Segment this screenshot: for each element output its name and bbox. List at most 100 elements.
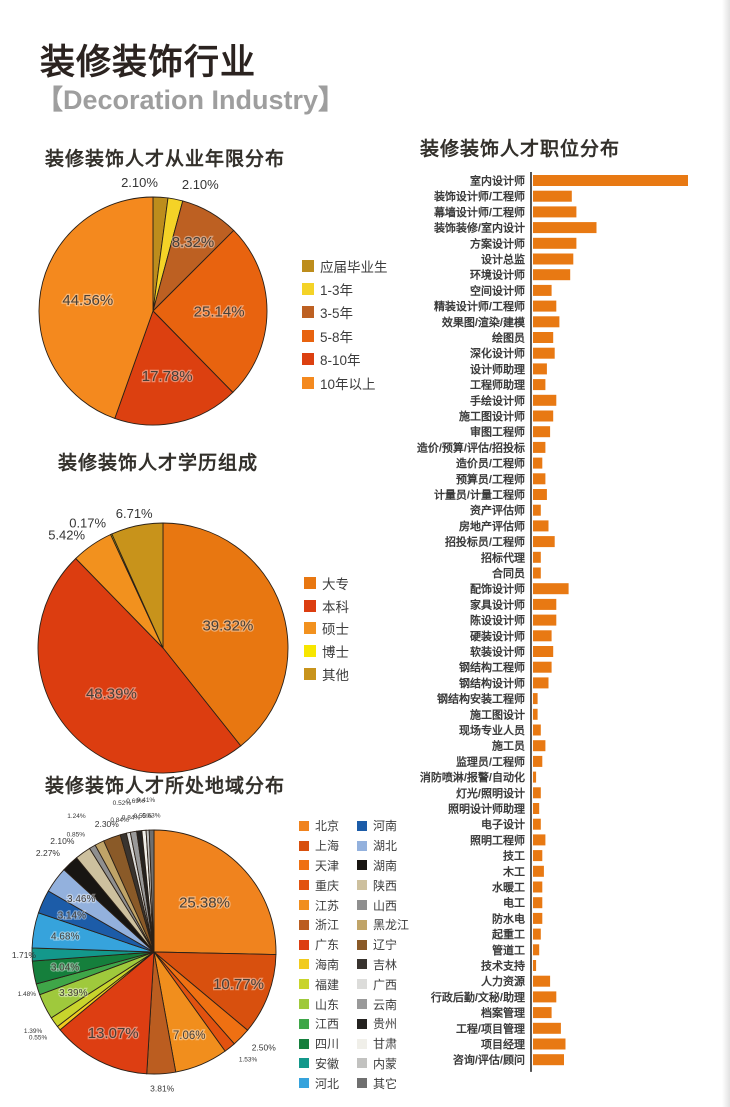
- legend-label: 贵州: [373, 1017, 398, 1032]
- pie-label-1-3年: 2.10%: [182, 177, 219, 192]
- bar-合同员: [533, 567, 541, 579]
- pie-slice-其它: [148, 829, 155, 953]
- page-edge-shadow: [722, 0, 730, 1107]
- legend-swatch: [357, 860, 367, 871]
- pie-label-本科: 48.39%: [86, 686, 137, 703]
- legend-label: 博士: [322, 645, 349, 661]
- pie-label-其他: 6.71%: [116, 506, 153, 521]
- legend-label: 硕士: [322, 622, 349, 638]
- pie-region-chart: 25.38% 10.77% 2.50% 1.53% 7.06% 3.81% 13.07% 0.…: [12, 797, 277, 1093]
- legend-swatch: [357, 820, 367, 831]
- bar-技工: [533, 850, 543, 862]
- bar-category-label-工程/项目管理: 工程/项目管理: [456, 1021, 525, 1035]
- bar-category-label-钢结构工程师: 钢结构工程师: [459, 660, 525, 674]
- bar-category-label-审图工程师: 审图工程师: [470, 425, 525, 439]
- bar-木工: [533, 865, 544, 877]
- legend-swatch: [299, 999, 309, 1010]
- bar-category-label-监理员/工程师: 监理员/工程师: [456, 754, 525, 768]
- legend-label: 上海: [315, 839, 340, 854]
- legend-swatch: [299, 880, 309, 891]
- legend-swatch: [302, 283, 314, 296]
- legend-item-湖南: 湖南: [357, 856, 433, 876]
- bar-category-label-技术支持: 技术支持: [481, 959, 525, 973]
- bar-绘图员: [533, 332, 554, 343]
- bar-室内设计师: [533, 175, 688, 186]
- pie-label-吉林: 0.84%: [110, 817, 129, 824]
- legend-swatch: [304, 622, 316, 635]
- legend-item-贵州: 贵州: [357, 1014, 433, 1034]
- pie-label-广东: 13.07%: [88, 1025, 139, 1042]
- bar-招投标员/工程师: [533, 536, 555, 548]
- legend-item-黑龙江: 黑龙江: [357, 915, 433, 935]
- pie-label-河南: 3.14%: [58, 910, 86, 921]
- bar-category-label-工程师助理: 工程师助理: [470, 378, 525, 392]
- legend-label: 其它: [373, 1076, 398, 1091]
- bar-手绘设计师: [533, 394, 557, 406]
- legend-label: 10年以上: [320, 376, 376, 392]
- legend-swatch: [357, 959, 367, 970]
- legend-swatch: [304, 667, 316, 680]
- legend-label: 黑龙江: [373, 918, 410, 933]
- pie-experience-legend: 应届毕业生 1-3年 3-5年 5-8年 8-10年 10年以上: [302, 254, 388, 394]
- legend-item-5-8年: 5-8年: [302, 324, 388, 347]
- legend-label: 辽宁: [373, 938, 398, 953]
- bar-category-label-灯光/照明设计: 灯光/照明设计: [456, 786, 525, 800]
- bar-category-label-招投标员/工程师: 招投标员/工程师: [445, 535, 525, 549]
- bar-category-label-咨询/评估/顾问: 咨询/评估/顾问: [453, 1053, 525, 1067]
- legend-swatch: [304, 577, 316, 590]
- bar-施工员: [533, 740, 546, 752]
- legend-item-应届毕业生: 应届毕业生: [302, 254, 388, 277]
- pie-label-湖北: 3.46%: [67, 894, 95, 905]
- pie-label-浙江: 3.81%: [150, 1083, 175, 1093]
- bar-category-label-精装设计师/工程师: 精装设计师/工程师: [434, 299, 525, 313]
- bar-category-label-消防喷淋/报警/自动化: 消防喷淋/报警/自动化: [420, 770, 525, 784]
- legend-swatch: [299, 939, 309, 950]
- legend-item-甘肃: 甘肃: [357, 1034, 433, 1054]
- legend-label: 广东: [315, 938, 340, 953]
- legend-item-河南: 河南: [357, 816, 433, 836]
- bar-精装设计师/工程师: [533, 300, 557, 312]
- bar-category-label-档案管理: 档案管理: [481, 1006, 525, 1020]
- bar-幕墙设计师/工程师: [533, 206, 577, 218]
- legend-item-四川: 四川: [299, 1034, 357, 1054]
- legend-swatch: [304, 645, 316, 658]
- bar-人力资源: [533, 975, 551, 987]
- page-subtitle: 【Decoration Industry】: [36, 85, 346, 115]
- pie-slice-5-8年: [152, 229, 268, 394]
- bar-category-label-室内设计师: 室内设计师: [470, 174, 525, 188]
- legend-label: 北京: [315, 819, 340, 834]
- pie-label-安徽: 1.71%: [12, 950, 37, 960]
- bar-category-label-硬装设计师: 硬装设计师: [470, 629, 525, 643]
- pie-slice-8-10年: [114, 310, 234, 426]
- legend-item-福建: 福建: [299, 974, 357, 994]
- pie-label-海南: 0.55%: [29, 1035, 48, 1042]
- bar-资产评估师: [533, 504, 541, 516]
- bar-category-label-计量员/计量工程师: 计量员/计量工程师: [434, 488, 525, 502]
- bar-环境设计师: [533, 269, 571, 281]
- bar-造价员/工程师: [533, 457, 543, 469]
- bar-positions-title: 装修装饰人才职位分布: [420, 139, 621, 160]
- bar-category-label-绘图员: 绘图员: [492, 331, 525, 345]
- bar-防水电: [533, 912, 543, 924]
- bar-效果图/渲染/建模: [533, 316, 560, 328]
- pie-label-河北: 4.68%: [51, 931, 79, 942]
- pie-label-贵州: 0.69%: [126, 798, 145, 805]
- legend-swatch: [299, 959, 309, 970]
- bar-category-label-房地产评估师: 房地产评估师: [459, 519, 525, 533]
- bar-category-label-施工员: 施工员: [492, 739, 525, 753]
- bar-category-label-照明设计师助理: 照明设计师助理: [448, 802, 525, 816]
- bar-水暖工: [533, 881, 543, 893]
- legend-label: 广西: [373, 977, 398, 992]
- bar-category-label-项目经理: 项目经理: [481, 1037, 525, 1051]
- bar-照明设计师助理: [533, 803, 540, 814]
- legend-swatch: [357, 979, 367, 990]
- legend-item-3-5年: 3-5年: [302, 301, 388, 324]
- bar-起重工: [533, 928, 541, 940]
- bar-设计总监: [533, 253, 574, 265]
- bar-技术支持: [533, 960, 537, 971]
- legend-label: 陕西: [373, 878, 398, 893]
- legend-item-10年以上: 10年以上: [302, 371, 388, 394]
- legend-swatch: [357, 840, 367, 851]
- legend-item-海南: 海南: [299, 955, 357, 975]
- pie-label-江西: 1.48%: [18, 991, 37, 998]
